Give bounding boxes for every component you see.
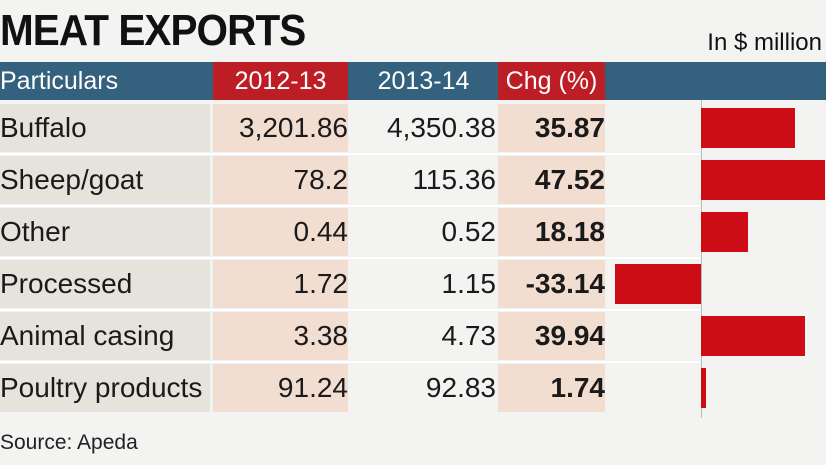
value-chg: 1.74 (498, 364, 605, 412)
row-label: Buffalo (0, 104, 210, 152)
value-2012-13: 3,201.86 (213, 104, 348, 152)
row-divider (0, 309, 700, 311)
header-particulars: Particulars (0, 67, 119, 95)
value-2013-14: 1.15 (441, 268, 497, 299)
value-2012-13: 1.72 (213, 260, 348, 308)
bar-chg (614, 264, 701, 304)
value-2012-13: 78.2 (213, 156, 348, 204)
value-2012-13: 3.38 (213, 312, 348, 360)
table-row: Buffalo 3,201.86 4,350.38 35.87 (0, 104, 826, 156)
row-label: Processed (0, 260, 210, 308)
table-row: Processed 1.72 1.15 -33.14 (0, 260, 826, 312)
table-row: Sheep/goat 78.2 115.36 47.52 (0, 156, 826, 208)
row-label: Animal casing (0, 312, 210, 360)
table-row: Other 0.44 0.52 18.18 (0, 208, 826, 260)
table-header (0, 62, 826, 100)
bar-chg (701, 160, 825, 200)
chart-title: MEAT EXPORTS (0, 6, 306, 55)
row-label: Sheep/goat (0, 156, 210, 204)
table-row: Poultry products 91.24 92.83 1.74 (0, 364, 826, 416)
value-2013-14: 4,350.38 (387, 112, 496, 143)
unit-label: In $ million (707, 29, 822, 56)
row-divider (0, 361, 700, 363)
value-chg: 39.94 (498, 312, 605, 360)
source-note: Source: Apeda (0, 431, 138, 454)
header-chg: Chg (%) (498, 62, 605, 100)
value-2013-14: 115.36 (412, 164, 496, 195)
bar-axis (701, 100, 702, 418)
value-2013-14: 4.73 (441, 320, 497, 351)
bar-chg (701, 368, 706, 408)
header-2013-14: 2013-14 (377, 67, 470, 95)
value-chg: 47.52 (498, 156, 605, 204)
value-2013-14: 92.83 (425, 372, 496, 403)
value-2012-13: 0.44 (213, 208, 348, 256)
value-chg: 35.87 (498, 104, 605, 152)
row-divider (0, 205, 700, 207)
value-2012-13: 91.24 (213, 364, 348, 412)
bar-chg (701, 108, 795, 148)
header-2012-13: 2012-13 (213, 62, 348, 100)
row-divider (0, 257, 700, 259)
bar-chg (701, 316, 806, 356)
row-divider (0, 153, 700, 155)
value-chg: 18.18 (498, 208, 605, 256)
row-label: Other (0, 208, 210, 256)
bar-chg (701, 212, 749, 252)
row-label: Poultry products (0, 364, 210, 412)
table-row: Animal casing 3.38 4.73 39.94 (0, 312, 826, 364)
value-chg: -33.14 (498, 260, 605, 308)
value-2013-14: 0.52 (441, 216, 497, 247)
